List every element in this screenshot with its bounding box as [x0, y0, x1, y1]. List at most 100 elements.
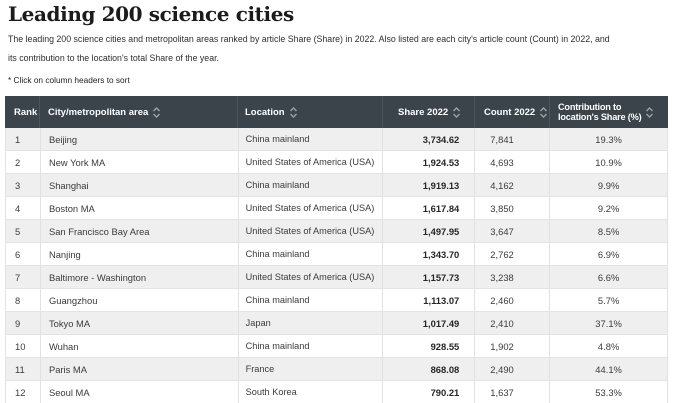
sort-chevrons-icon: [152, 106, 161, 119]
location-cell: China mainland: [239, 243, 384, 265]
location-cell: France: [239, 358, 384, 380]
location-cell: United States of America (USA): [239, 197, 384, 219]
rank-cell: 9: [6, 312, 41, 334]
share-cell: 928.55: [383, 335, 475, 357]
count-cell: 4,693: [475, 151, 550, 173]
count-cell: 7,841: [475, 128, 550, 150]
count-cell: 2,490: [475, 358, 550, 380]
location-cell: China mainland: [239, 335, 384, 357]
column-header-contribution[interactable]: Contribution to location's Share (%): [550, 96, 668, 128]
page-description-line: its contribution to the location's total…: [8, 49, 677, 68]
rank-cell: 2: [6, 151, 41, 173]
table-row: 2 New York MA United States of America (…: [5, 151, 668, 174]
contribution-cell: 10.9%: [550, 151, 668, 173]
share-cell: 1,924.53: [383, 151, 475, 173]
city-cell: Paris MA: [41, 358, 239, 380]
contribution-cell: 53.3%: [550, 381, 668, 403]
count-cell: 2,410: [475, 312, 550, 334]
rank-cell: 10: [6, 335, 41, 357]
sort-chevrons-icon: [539, 106, 548, 119]
share-cell: 1,617.84: [383, 197, 475, 219]
table-row: 9 Tokyo MA Japan 1,017.49 2,410 37.1%: [5, 312, 668, 335]
column-header-label: Count 2022: [484, 107, 535, 118]
count-cell: 2,762: [475, 243, 550, 265]
table-row: 7 Baltimore - Washington United States o…: [5, 266, 668, 289]
page-description-line: The leading 200 science cities and metro…: [8, 30, 677, 49]
science-cities-page: Leading 200 science cities The leading 2…: [0, 3, 677, 403]
table-header: Rank City/metropolitan area Location Sha…: [5, 96, 668, 128]
rank-cell: 8: [6, 289, 41, 311]
sort-hint: * Click on column headers to sort: [8, 75, 677, 85]
location-cell: United States of America (USA): [239, 151, 384, 173]
table-row: 6 Nanjing China mainland 1,343.70 2,762 …: [5, 243, 668, 266]
rank-cell: 3: [6, 174, 41, 196]
sort-chevrons-icon: [289, 106, 298, 119]
page-description: The leading 200 science cities and metro…: [8, 30, 677, 68]
location-cell: United States of America (USA): [239, 220, 384, 242]
table-row: 3 Shanghai China mainland 1,919.13 4,162…: [5, 174, 668, 197]
location-cell: China mainland: [239, 128, 384, 150]
share-cell: 1,919.13: [383, 174, 475, 196]
column-header-label-line2: location's Share (%): [558, 112, 641, 122]
table-body: 1 Beijing China mainland 3,734.62 7,841 …: [5, 128, 668, 403]
contribution-cell: 9.2%: [550, 197, 668, 219]
city-cell: New York MA: [41, 151, 239, 173]
location-cell: China mainland: [239, 174, 384, 196]
column-header-share-2022[interactable]: Share 2022: [383, 96, 475, 128]
contribution-cell: 6.9%: [550, 243, 668, 265]
count-cell: 3,238: [475, 266, 550, 288]
page-title: Leading 200 science cities: [8, 3, 677, 26]
city-cell: Tokyo MA: [41, 312, 239, 334]
rank-cell: 11: [6, 358, 41, 380]
column-header-rank[interactable]: Rank: [5, 96, 40, 128]
column-header-city[interactable]: City/metropolitan area: [40, 96, 238, 128]
city-cell: Wuhan: [41, 335, 239, 357]
share-cell: 3,734.62: [383, 128, 475, 150]
contribution-cell: 44.1%: [550, 358, 668, 380]
share-cell: 868.08: [383, 358, 475, 380]
location-cell: Japan: [239, 312, 384, 334]
rank-cell: 1: [6, 128, 41, 150]
share-cell: 1,157.73: [383, 266, 475, 288]
table-row: 1 Beijing China mainland 3,734.62 7,841 …: [5, 128, 668, 151]
contribution-cell: 6.6%: [550, 266, 668, 288]
share-cell: 1,343.70: [383, 243, 475, 265]
contribution-cell: 37.1%: [550, 312, 668, 334]
city-cell: Nanjing: [41, 243, 239, 265]
city-cell: San Francisco Bay Area: [41, 220, 239, 242]
city-cell: Shanghai: [41, 174, 239, 196]
share-cell: 790.21: [383, 381, 475, 403]
city-cell: Guangzhou: [41, 289, 239, 311]
column-header-label: City/metropolitan area: [48, 107, 148, 118]
column-header-label-line1: Contribution to: [558, 102, 621, 112]
table-row: 12 Seoul MA South Korea 790.21 1,637 53.…: [5, 381, 668, 403]
rank-cell: 4: [6, 197, 41, 219]
count-cell: 3,850: [475, 197, 550, 219]
column-header-location[interactable]: Location: [238, 96, 383, 128]
rank-cell: 12: [6, 381, 41, 403]
share-cell: 1,497.95: [383, 220, 475, 242]
rank-cell: 5: [6, 220, 41, 242]
contribution-cell: 4.8%: [550, 335, 668, 357]
column-header-label: Contribution to location's Share (%): [558, 102, 641, 123]
city-cell: Baltimore - Washington: [41, 266, 239, 288]
column-header-label: Share 2022: [398, 107, 448, 118]
count-cell: 3,647: [475, 220, 550, 242]
share-cell: 1,017.49: [383, 312, 475, 334]
city-cell: Beijing: [41, 128, 239, 150]
column-header-count-2022[interactable]: Count 2022: [475, 96, 550, 128]
sort-chevrons-icon: [452, 106, 461, 119]
share-cell: 1,113.07: [383, 289, 475, 311]
count-cell: 2,460: [475, 289, 550, 311]
table-row: 5 San Francisco Bay Area United States o…: [5, 220, 668, 243]
city-cell: Boston MA: [41, 197, 239, 219]
table-row: 8 Guangzhou China mainland 1,113.07 2,46…: [5, 289, 668, 312]
sort-chevrons-icon: [645, 106, 654, 119]
rank-cell: 7: [6, 266, 41, 288]
contribution-cell: 5.7%: [550, 289, 668, 311]
contribution-cell: 8.5%: [550, 220, 668, 242]
rank-cell: 6: [6, 243, 41, 265]
count-cell: 1,637: [475, 381, 550, 403]
city-cell: Seoul MA: [41, 381, 239, 403]
table-row: 4 Boston MA United States of America (US…: [5, 197, 668, 220]
